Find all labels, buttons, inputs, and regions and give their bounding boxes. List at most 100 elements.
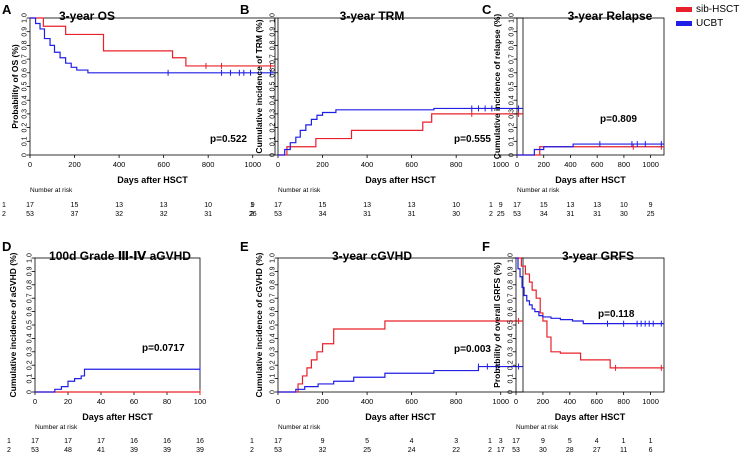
p-value-c: p=0.809: [600, 114, 637, 125]
risk-cell-f-0-4: 4: [595, 438, 599, 445]
y-tick-label-d-0: 0: [27, 390, 34, 394]
plot-frame-f: [515, 257, 665, 393]
y-tick-label-c-6: 0.6: [509, 68, 516, 78]
y-tick-label-d-10: 1.0: [27, 253, 34, 263]
x-axis-label-c: Days after HSCT: [555, 175, 626, 185]
panel-letter-a: A: [2, 2, 12, 17]
p-value-a: p=0.522: [210, 134, 247, 145]
risk-cell-b-0-6: 9: [499, 202, 503, 209]
risk-cell-a-1-2: 37: [71, 211, 79, 218]
x-tick-label-d-1: 20: [64, 397, 72, 406]
risk-cell-b-1-3: 31: [363, 211, 371, 218]
x-tick-label-b-4: 800: [450, 160, 463, 169]
x-tick-label-b-3: 600: [405, 160, 418, 169]
y-tick-label-e-10: 1.0: [270, 253, 277, 263]
y-tick-label-e-9: 0.9: [270, 266, 277, 276]
risk-cell-d-0-6: 16: [196, 438, 204, 445]
risk-cell-f-1-2: 30: [539, 447, 547, 454]
y-tick-label-c-1: 0.1: [509, 136, 516, 146]
y-tick-label-f-10: 1.0: [508, 253, 515, 263]
y-tick-label-a-6: 0.6: [22, 68, 29, 78]
legend-swatch-ucbt: [676, 20, 692, 26]
risk-cell-f-0-1: 17: [512, 438, 520, 445]
curve-a-sib-hsct: [30, 17, 275, 67]
risk-cell-c-0-1: 17: [513, 202, 521, 209]
y-tick-label-c-8: 0.8: [509, 40, 516, 50]
y-tick-label-a-1: 0.1: [22, 136, 29, 146]
x-axis-label-a: Days after HSCT: [117, 175, 188, 185]
y-tick-label-e-3: 0.3: [270, 347, 277, 357]
chart-title-d: 100d Grade Ⅲ-Ⅳ aGVHD: [49, 249, 191, 263]
x-tick-label-b-1: 200: [316, 160, 329, 169]
legend: sib-HSCT UCBT: [676, 2, 752, 30]
x-tick-label-e-2: 400: [361, 397, 374, 406]
x-tick-label-f-1: 200: [537, 397, 550, 406]
panel-letter-d: D: [2, 239, 11, 254]
curve-c-ucbt: [517, 143, 664, 156]
risk-cell-b-0-4: 13: [408, 202, 416, 209]
y-tick-label-d-1: 0.1: [27, 374, 34, 384]
risk-cell-d-1-3: 41: [97, 447, 105, 454]
x-tick-label-e-1: 200: [316, 397, 329, 406]
y-tick-label-e-0: 0: [270, 390, 277, 394]
x-tick-label-f-3: 600: [590, 397, 603, 406]
curve-d-ucbt: [35, 368, 200, 393]
x-tick-label-c-4: 800: [618, 160, 631, 169]
y-tick-label-e-2: 0.2: [270, 360, 277, 370]
risk-cell-c-0-2: 15: [540, 202, 548, 209]
x-tick-label-f-2: 400: [564, 397, 577, 406]
risk-cell-b-1-5: 30: [452, 211, 460, 218]
x-axis-label-e: Days after HSCT: [365, 412, 436, 422]
risk-cell-e-1-2: 32: [319, 447, 327, 454]
x-tick-label-a-1: 200: [68, 160, 81, 169]
risk-cell-e-0-0: 1: [250, 438, 254, 445]
risk-cell-e-1-6: 17: [497, 447, 505, 454]
y-axis-label-e: Cumulative incidence of cGVHD (%): [254, 252, 264, 397]
risk-cell-a-0-0: 1: [2, 202, 6, 209]
x-axis-label-f: Days after HSCT: [555, 412, 626, 422]
x-tick-label-c-5: 1000: [642, 160, 659, 169]
x-tick-label-c-0: 0: [515, 160, 519, 169]
risk-cell-d-1-2: 48: [64, 447, 72, 454]
y-tick-label-a-0: 0: [22, 153, 29, 157]
risk-cell-d-1-5: 39: [163, 447, 171, 454]
y-tick-label-e-7: 0.7: [270, 293, 277, 303]
x-tick-label-a-4: 800: [202, 160, 215, 169]
risk-cell-a-0-4: 13: [160, 202, 168, 209]
panel-letter-b: B: [240, 2, 249, 17]
risk-cell-c-0-5: 10: [620, 202, 628, 209]
risk-cell-c-1-0: 2: [489, 211, 493, 218]
risk-cell-d-0-3: 17: [97, 438, 105, 445]
x-tick-label-a-2: 400: [113, 160, 126, 169]
x-tick-label-c-3: 600: [591, 160, 604, 169]
plot-frame-d: [34, 257, 201, 393]
y-tick-label-b-4: 0.4: [270, 95, 277, 105]
y-tick-label-b-7: 0.7: [270, 54, 277, 64]
plot-frame-e: [277, 257, 524, 393]
risk-cell-a-0-1: 17: [26, 202, 34, 209]
x-tick-label-b-0: 0: [276, 160, 280, 169]
y-tick-label-d-7: 0.7: [27, 293, 34, 303]
risk-cell-e-0-3: 5: [365, 438, 369, 445]
risk-cell-d-0-1: 17: [31, 438, 39, 445]
x-tick-label-a-3: 600: [157, 160, 170, 169]
risk-cell-d-0-5: 16: [163, 438, 171, 445]
y-tick-label-d-3: 0.3: [27, 347, 34, 357]
risk-cell-f-0-6: 1: [649, 438, 653, 445]
risk-cell-f-1-5: 11: [620, 447, 627, 454]
y-tick-label-b-3: 0.3: [270, 109, 277, 119]
x-tick-label-d-3: 60: [130, 397, 138, 406]
risk-cell-e-0-5: 3: [454, 438, 458, 445]
risk-cell-f-1-1: 53: [512, 447, 520, 454]
y-axis-label-a: Probability of OS (%): [10, 44, 20, 129]
x-tick-label-e-3: 600: [405, 397, 418, 406]
x-tick-label-f-4: 800: [617, 397, 630, 406]
y-tick-label-f-4: 0.4: [508, 333, 515, 343]
y-tick-label-f-5: 0.5: [508, 320, 515, 330]
x-tick-label-c-1: 200: [537, 160, 550, 169]
y-tick-label-a-3: 0.3: [22, 109, 29, 119]
chart-title-e: 3-year cGVHD: [332, 249, 412, 263]
y-axis-label-f: Probability of overall GRFS (%): [492, 262, 502, 388]
risk-cell-b-1-2: 34: [319, 211, 327, 218]
y-tick-label-c-5: 0.5: [509, 82, 516, 92]
